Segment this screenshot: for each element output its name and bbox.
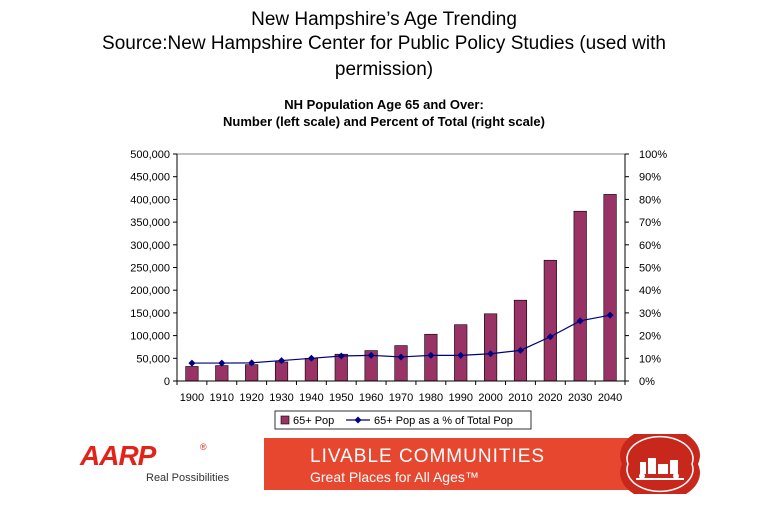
left-tick-label: 150,000 (130, 308, 170, 320)
slide-title-line-3: permission) (334, 59, 434, 80)
livable-communities-banner: LIVABLE COMMUNITIES Great Places for All… (264, 438, 684, 490)
legend-label-pop: 65+ Pop (293, 415, 334, 427)
x-tick-label: 2020 (538, 392, 562, 404)
bar-1970 (394, 345, 408, 382)
bar-2010 (513, 299, 528, 382)
right-tick-label: 40% (639, 285, 661, 297)
right-tick-label: 30% (639, 308, 661, 320)
x-tick-label: 1920 (239, 392, 263, 404)
pct-point-2000 (487, 350, 495, 358)
right-tick-label: 80% (639, 194, 661, 206)
legend-label-pct: 65+ Pop as a % of Total Pop (374, 415, 513, 427)
left-tick-label: 0 (164, 376, 170, 388)
pct-point-1970 (397, 353, 405, 361)
x-tick-label: 1900 (180, 392, 204, 404)
x-tick-label: 2040 (598, 392, 622, 404)
x-tick-label: 2030 (568, 392, 592, 404)
pct-point-1980 (427, 351, 435, 359)
pct-point-2020 (546, 333, 554, 341)
bar-1910 (215, 365, 229, 382)
line-series (188, 311, 614, 367)
right-tick-label: 50% (639, 263, 661, 275)
pct-point-2030 (576, 317, 584, 325)
x-tick-label: 2000 (478, 392, 502, 404)
slide-title-line-1: New Hampshire’s Age Trending (251, 9, 517, 30)
bar-1930 (274, 361, 289, 382)
pct-point-1930 (278, 357, 286, 365)
pct-point-1940 (307, 354, 315, 362)
left-tick-label: 50,000 (136, 353, 170, 365)
bar-series (185, 194, 617, 382)
left-tick-label: 450,000 (130, 172, 170, 184)
bar-2040 (603, 194, 617, 382)
pct-point-1900 (188, 359, 196, 367)
left-tick-label: 350,000 (130, 217, 170, 229)
right-tick-label: 70% (639, 217, 661, 229)
pct-point-1920 (248, 359, 256, 367)
pct-point-1990 (457, 351, 465, 359)
bar-1900 (185, 366, 199, 382)
x-tick-label: 1910 (210, 392, 234, 404)
pct-point-2040 (606, 311, 614, 319)
right-tick-label: 10% (639, 353, 661, 365)
chart-title: NH Population Age 65 and Over: (284, 97, 484, 112)
left-tick-label: 250,000 (130, 263, 170, 275)
x-tick-label: 1930 (269, 392, 293, 404)
x-tick-label: 1960 (359, 392, 383, 404)
left-tick-label: 200,000 (130, 285, 170, 297)
aarp-logo: AARP ® Real Possibilities (78, 440, 230, 490)
chart-subtitle: Number (left scale) and Percent of Total… (223, 114, 545, 129)
pct-point-1960 (367, 351, 375, 359)
x-tick-label: 1970 (389, 392, 413, 404)
right-axis: 0% 10% 20% 30% 40% 50% 60% 70% 80% 90% 100% (624, 149, 667, 388)
community-badge-icon (620, 434, 700, 494)
legend-box (274, 410, 532, 430)
x-tick-label: 1990 (448, 392, 472, 404)
aarp-logo-wordmark: AARP (80, 440, 156, 471)
bar-2020 (543, 259, 557, 382)
left-tick-label: 500,000 (130, 149, 170, 161)
pct-point-1950 (337, 352, 345, 360)
left-tick-label: 100,000 (130, 331, 170, 343)
aarp-registered-mark: ® (200, 442, 207, 452)
x-tick-label: 1980 (419, 392, 443, 404)
left-tick-label: 300,000 (130, 240, 170, 252)
x-tick-label: 2010 (508, 392, 532, 404)
right-tick-label: 100% (639, 149, 667, 161)
bar-2030 (573, 210, 587, 382)
banner-subtitle: Great Places for All Ages™ (310, 469, 479, 485)
left-axis: 0 50,000 100,000 150,000 200,000 250,000 300,0… (130, 149, 178, 388)
right-tick-label: 90% (639, 172, 661, 184)
right-tick-label: 60% (639, 240, 661, 252)
banner-title: LIVABLE COMMUNITIES (310, 446, 546, 467)
bar-2000 (484, 313, 498, 382)
right-tick-label: 20% (639, 331, 661, 343)
x-axis: 1900 1910 1920 1930 1940 1950 1960 1970 1980 1990… (176, 380, 626, 404)
left-tick-label: 400,000 (130, 194, 170, 206)
pct-point-1910 (218, 359, 226, 367)
pct-point-2010 (516, 346, 524, 354)
chart-legend: 65+ Pop 65+ Pop as a % of Total Pop (274, 410, 532, 430)
bar-1920 (245, 364, 259, 382)
x-tick-label: 1950 (329, 392, 353, 404)
slide-title-line-2: Source:New Hampshire Center for Public P… (102, 33, 666, 54)
legend-swatch-marker (354, 416, 362, 424)
legend-swatch-bar (280, 415, 290, 425)
aarp-tagline: Real Possibilities (146, 472, 230, 484)
right-tick-label: 0% (639, 376, 655, 388)
x-tick-label: 1940 (299, 392, 323, 404)
